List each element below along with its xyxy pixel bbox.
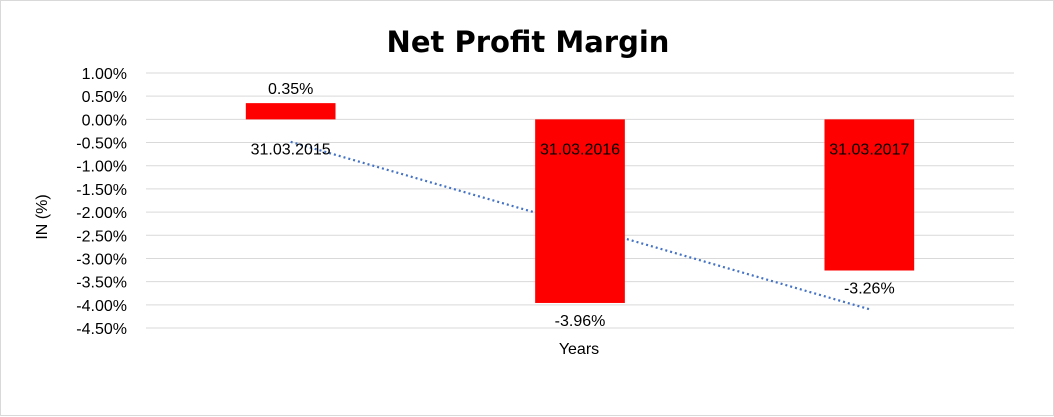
- bar: [245, 103, 336, 120]
- category-label: 31.03.2016: [540, 141, 620, 158]
- category-label: 31.03.2015: [251, 141, 331, 158]
- y-tick-label: -2.50%: [76, 228, 127, 245]
- data-label: -3.26%: [844, 281, 895, 298]
- x-axis-label: Years: [559, 341, 599, 358]
- y-tick-label: -2.00%: [76, 205, 127, 222]
- data-label: -3.96%: [555, 313, 606, 330]
- y-tick-label: -1.00%: [76, 159, 127, 176]
- y-tick-label: 0.50%: [82, 89, 127, 106]
- y-tick-label: -3.00%: [76, 251, 127, 268]
- y-tick-label: -1.50%: [76, 182, 127, 199]
- category-label: 31.03.2017: [829, 141, 909, 158]
- data-label: 0.35%: [268, 81, 313, 98]
- bar: [824, 119, 915, 271]
- y-tick-label: -4.00%: [76, 298, 127, 315]
- y-tick-label: -0.50%: [76, 136, 127, 153]
- y-tick-label: 1.00%: [82, 66, 127, 83]
- y-tick-label: -4.50%: [76, 321, 127, 338]
- labels: 0.35% 31.03.2015 -3.96% 31.03.2016 -3.26% 31.…: [251, 81, 910, 330]
- y-tick-labels: 1.00% 0.50% 0.00% -0.50% -1.00% -1.50% -2.00% -…: [76, 66, 127, 338]
- y-tick-label: -3.50%: [76, 275, 127, 292]
- y-axis-label: IN (%): [34, 194, 51, 239]
- chart-title: Net Profit Margin: [387, 25, 670, 59]
- bar: [535, 119, 625, 303]
- y-tick-label: 0.00%: [82, 112, 127, 129]
- bars: [245, 103, 915, 303]
